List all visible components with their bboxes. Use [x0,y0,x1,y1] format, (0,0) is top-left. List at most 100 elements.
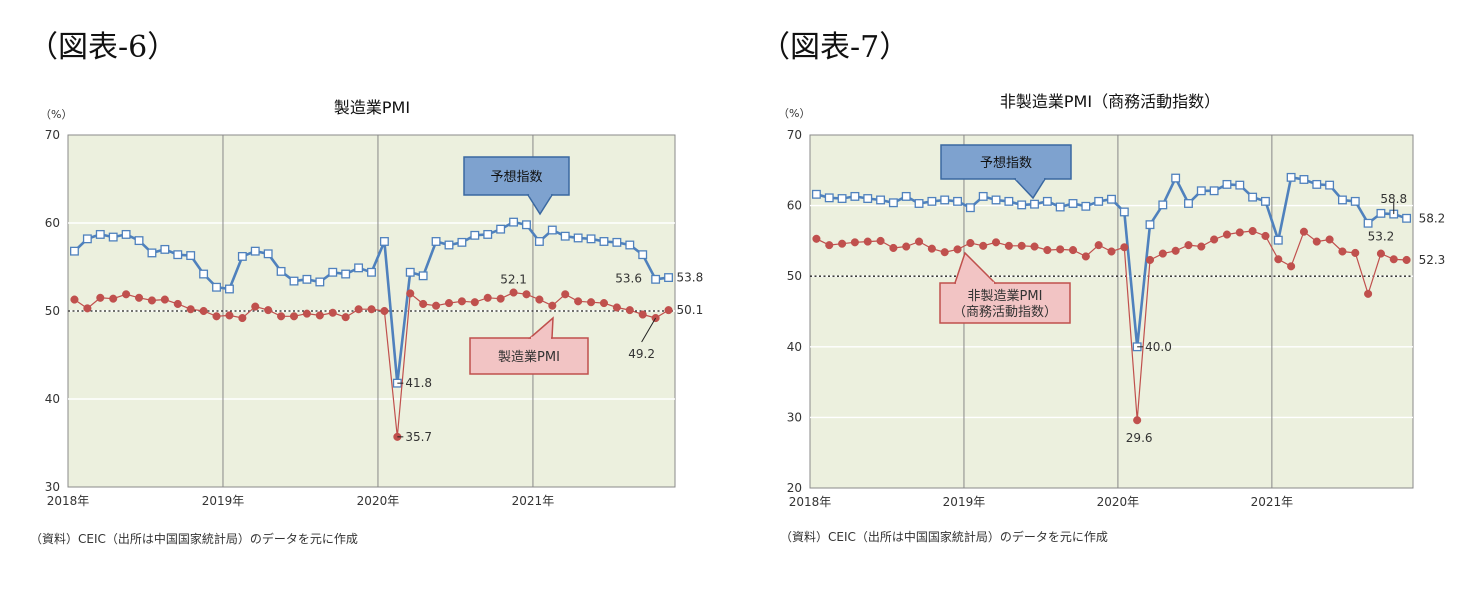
data-point-square [1273,235,1283,245]
data-point-circle [341,313,350,322]
data-point-square [625,240,635,250]
data-point-circle [1171,246,1180,255]
data-point-circle [966,238,975,248]
data-point-circle [535,295,544,304]
data-point-square [199,269,209,279]
data-point-circle [496,294,505,303]
data-point-circle [1402,255,1411,265]
data-point-square [612,237,622,247]
data-point-circle [302,309,311,318]
data-point-square [1350,196,1360,206]
panel-label-6: （図表-6） [28,30,178,65]
data-point-square [186,251,196,261]
data-point-square [1068,199,1078,208]
y-tick-label: 40 [45,392,60,406]
data-point-square [147,248,157,258]
data-point-circle [1210,235,1219,244]
data-point-square [522,220,531,230]
data-point-square [1081,201,1091,211]
data-point-square [1248,192,1258,202]
data-point-circle [664,306,673,315]
data-point-circle [940,248,949,257]
callout-box [939,282,1071,324]
data-point-circle [225,311,234,320]
data-point-square [1402,213,1412,223]
data-point-circle [277,312,286,321]
data-point-circle [186,305,195,314]
x-tick-label: 2018年 [47,494,90,508]
data-point-circle [354,305,363,314]
data-point-square [991,195,1001,205]
data-label: 50.1 [677,303,704,317]
data-point-circle [991,238,1001,247]
data-point-square [901,191,911,201]
data-point-square [263,249,273,259]
data-point-circle [470,298,479,307]
data-point-square [82,234,92,244]
chart-title: 製造業PMI [334,98,410,117]
data-label: 49.2 [628,347,655,361]
panel-label-7: （図表-7） [760,30,910,65]
data-point-square [315,277,325,287]
data-point-circle [419,299,428,309]
x-tick-label: 2019年 [943,495,986,509]
data-point-square [367,267,376,277]
data-point-circle [927,244,936,253]
data-point-square [888,198,898,208]
data-point-circle [1197,242,1206,251]
data-point-circle [915,237,924,246]
data-point-square [1196,186,1206,196]
data-point-circle [289,312,299,321]
data-point-square [1261,196,1270,206]
data-point-circle [522,290,531,299]
chart-manufacturing-pmi: 30 40 50 60 70 2018年 2019年 2020年 2021年 製造業PMI （%） 4… [40,98,703,508]
data-point-circle [432,301,441,310]
x-tick-label: 2020年 [1097,495,1140,509]
data-point-square [914,199,924,208]
data-point-square [1325,180,1335,190]
data-point-circle [1248,226,1257,236]
data-point-circle [212,312,221,321]
data-point-circle [1094,241,1103,250]
data-point-square [1030,199,1039,209]
data-point-square [1004,196,1014,206]
data-label: 53.6 [615,271,642,285]
data-label: 52.1 [500,273,527,287]
data-point-circle [96,293,105,302]
y-tick-label: 30 [45,480,60,494]
data-point-square [470,230,480,240]
data-point-square [405,267,415,277]
data-point-square [173,250,183,260]
data-point-square [953,196,962,206]
data-point-circle [1030,242,1039,251]
data-point-circle [367,305,376,314]
data-point-square [328,267,338,277]
data-point-circle [979,241,988,250]
data-point-square [70,246,79,256]
data-point-circle [1133,416,1142,425]
source-note-7: （資料）CEIC（出所は中国国家統計局）のデータを元に作成 [780,530,1108,544]
data-point-circle [70,295,79,304]
data-label: 52.3 [1419,253,1446,267]
data-point-circle [838,239,847,248]
data-point-square [837,194,847,203]
data-point-square [1158,200,1168,210]
data-point-square [457,237,467,247]
data-point-square [1209,186,1219,196]
data-point-circle [160,295,169,304]
data-point-square [1017,200,1027,210]
data-point-square [534,237,544,246]
data-point-square [431,237,441,246]
y-tick-label: 60 [787,199,802,213]
data-point-circle [953,245,962,254]
data-point-square [599,237,609,246]
data-point-circle [1081,252,1090,261]
data-point-square [876,195,886,205]
callout-box [940,144,1072,180]
data-point-circle [1389,255,1398,264]
data-label: 53.2 [1368,230,1395,244]
data-point-square [160,244,170,254]
data-point-square [1107,194,1116,204]
